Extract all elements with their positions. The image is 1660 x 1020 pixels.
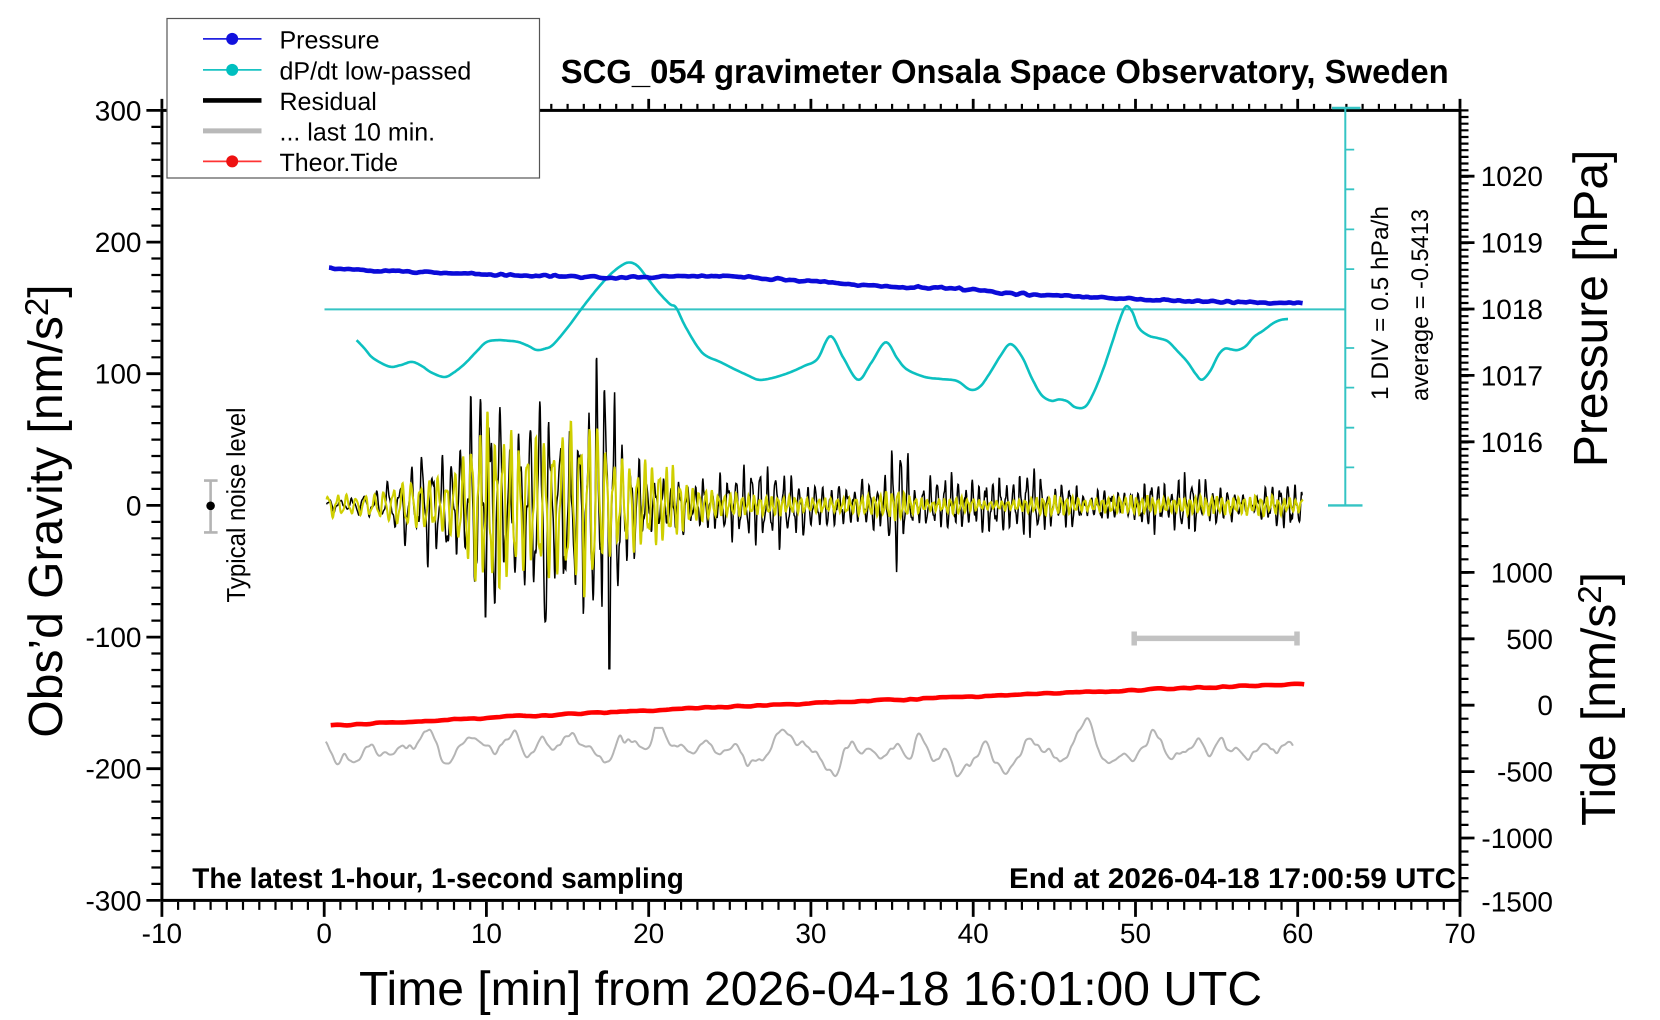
- svg-text:-300: -300: [85, 885, 141, 916]
- svg-text:70: 70: [1444, 918, 1475, 949]
- svg-text:50: 50: [1120, 918, 1151, 949]
- svg-text:Pressure [hPa]: Pressure [hPa]: [1565, 150, 1618, 467]
- svg-text:End at 2026-04-18 17:00:59 UTC: End at 2026-04-18 17:00:59 UTC: [1009, 863, 1456, 895]
- svg-text:1000: 1000: [1491, 557, 1553, 588]
- svg-text:Pressure: Pressure: [280, 26, 380, 54]
- svg-text:Tide [nm/s2]: Tide [nm/s2]: [1571, 572, 1626, 826]
- svg-text:dP/dt low-passed: dP/dt low-passed: [280, 57, 472, 85]
- svg-text:SCG_054 gravimeter Onsala Spac: SCG_054 gravimeter Onsala Space Observat…: [561, 54, 1449, 91]
- svg-text:-500: -500: [1497, 757, 1553, 788]
- svg-text:0: 0: [316, 918, 332, 949]
- svg-text:-200: -200: [85, 754, 141, 785]
- svg-text:Obs’d Gravity [nm/s2]: Obs’d Gravity [nm/s2]: [18, 284, 73, 737]
- svg-text:1017: 1017: [1481, 360, 1543, 391]
- svg-text:20: 20: [633, 918, 664, 949]
- svg-text:0: 0: [126, 490, 142, 521]
- svg-text:200: 200: [95, 227, 142, 258]
- svg-text:1016: 1016: [1481, 427, 1543, 458]
- svg-text:Theor.Tide: Theor.Tide: [280, 149, 399, 177]
- svg-text:60: 60: [1282, 918, 1313, 949]
- svg-text:Typical noise level: Typical noise level: [221, 408, 251, 603]
- svg-text:40: 40: [958, 918, 989, 949]
- svg-text:... last 10 min.: ... last 10 min.: [280, 118, 436, 146]
- svg-text:10: 10: [471, 918, 502, 949]
- svg-text:-100: -100: [85, 622, 141, 653]
- svg-text:100: 100: [95, 359, 142, 390]
- svg-text:1019: 1019: [1481, 228, 1543, 259]
- svg-text:Residual: Residual: [280, 88, 377, 116]
- svg-text:-1500: -1500: [1481, 887, 1553, 918]
- svg-text:-10: -10: [142, 918, 182, 949]
- svg-text:average = -0.5413: average = -0.5413: [1407, 209, 1434, 401]
- svg-text:1018: 1018: [1481, 294, 1543, 325]
- svg-text:The latest 1-hour, 1-second sa: The latest 1-hour, 1-second sampling: [192, 863, 684, 895]
- svg-text:500: 500: [1506, 624, 1553, 655]
- svg-text:1020: 1020: [1481, 161, 1543, 192]
- svg-text:-1000: -1000: [1481, 823, 1553, 854]
- svg-text:300: 300: [95, 95, 142, 126]
- svg-text:30: 30: [795, 918, 826, 949]
- svg-text:Time [min] from 2026-04-18 16:: Time [min] from 2026-04-18 16:01:00 UTC: [359, 963, 1262, 1016]
- svg-text:0: 0: [1537, 690, 1553, 721]
- svg-text:1 DIV = 0.5 hPa/h: 1 DIV = 0.5 hPa/h: [1367, 206, 1394, 400]
